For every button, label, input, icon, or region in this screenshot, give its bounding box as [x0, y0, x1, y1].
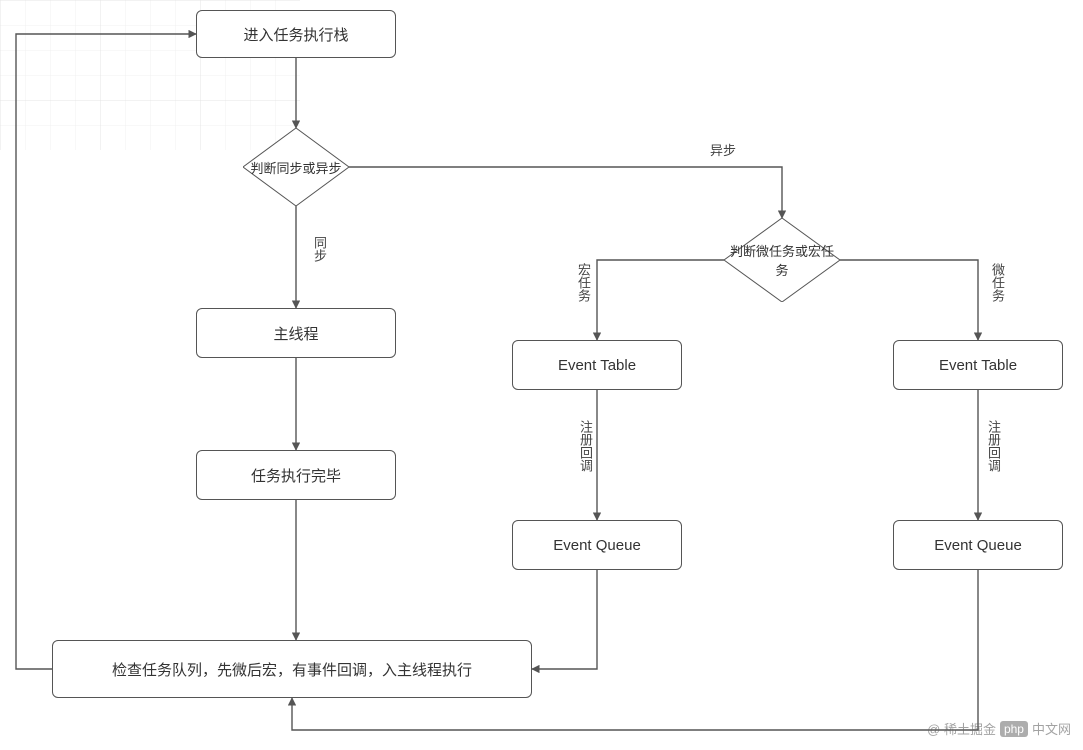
- edge-label-micro: 微任务: [988, 263, 1007, 302]
- node-task-done: 任务执行完毕: [196, 450, 396, 500]
- node-start: 进入任务执行栈: [196, 10, 396, 58]
- edge-decide-to-async: [349, 167, 782, 218]
- node-decide-micro-macro: 判断微任务或宏任务: [724, 218, 840, 302]
- watermark-left: @ 稀土掘金: [927, 719, 996, 738]
- node-label: 任务执行完毕: [251, 465, 341, 486]
- edge-label-register-callback-left: 注册回调: [576, 420, 595, 472]
- node-label: Event Queue: [934, 537, 1022, 554]
- node-label: 进入任务执行栈: [243, 24, 348, 45]
- node-label: 主线程: [273, 323, 318, 344]
- edge-dtask-to-macro: [597, 260, 724, 340]
- edge-label-macro: 宏任务: [574, 263, 593, 302]
- node-check-queue: 检查任务队列，先微后宏，有事件回调，入主线程执行: [52, 640, 532, 698]
- node-label: 判断同步或异步: [250, 158, 341, 177]
- node-label: Event Table: [939, 357, 1017, 374]
- flowchart-canvas: 进入任务执行栈 主线程 任务执行完毕 检查任务队列，先微后宏，有事件回调，入主线…: [0, 0, 1083, 750]
- node-macro-event-queue: Event Queue: [512, 520, 682, 570]
- edge-dtask-to-micro: [840, 260, 978, 340]
- edge-label-sync: 同步: [310, 236, 329, 262]
- node-macro-event-table: Event Table: [512, 340, 682, 390]
- watermark-right: 中文网: [1032, 719, 1071, 738]
- node-decide-sync-async: 判断同步或异步: [243, 128, 349, 206]
- node-micro-event-table: Event Table: [893, 340, 1063, 390]
- node-micro-event-queue: Event Queue: [893, 520, 1063, 570]
- node-label: 判断微任务或宏任务: [724, 241, 840, 279]
- edge-label-register-callback-right: 注册回调: [984, 420, 1003, 472]
- node-label: Event Table: [558, 357, 636, 374]
- watermark: @ 稀土掘金 php 中文网: [927, 719, 1071, 738]
- edge-macro-queue-to-check: [532, 570, 597, 669]
- node-main-thread: 主线程: [196, 308, 396, 358]
- node-label: 检查任务队列，先微后宏，有事件回调，入主线程执行: [112, 659, 472, 680]
- php-badge: php: [1000, 721, 1028, 737]
- node-label: Event Queue: [553, 537, 641, 554]
- edge-label-async: 异步: [710, 140, 736, 159]
